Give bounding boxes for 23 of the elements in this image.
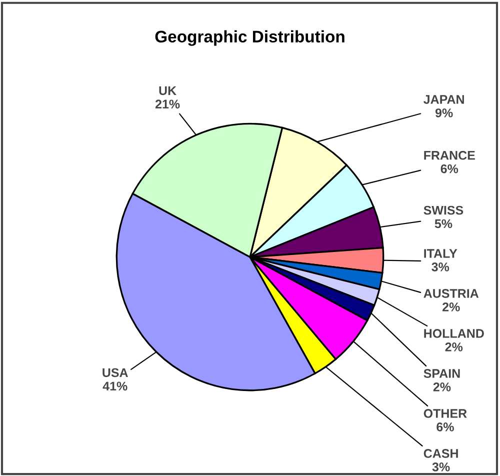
slice-label: ITALY: [424, 249, 458, 258]
slice-label: OTHER: [424, 409, 467, 418]
data-label: 5%: [434, 219, 452, 228]
data-label: 3%: [432, 462, 450, 472]
data-label: 6%: [436, 422, 454, 432]
slice-label: UK: [159, 86, 176, 96]
slice-label: USA: [102, 368, 128, 378]
slice-label: SPAIN: [424, 369, 460, 378]
data-label: 2%: [442, 302, 460, 312]
slice-label: JAPAN: [424, 95, 464, 104]
slice-label: FRANCE: [424, 150, 475, 160]
slice-label: AUSTRIA: [424, 289, 479, 298]
data-label: 41%: [102, 382, 128, 391]
data-label: 3%: [432, 262, 450, 272]
data-label: 2%: [445, 342, 463, 352]
data-label: 6%: [440, 164, 458, 174]
data-label: 2%: [433, 382, 451, 392]
data-label: 9%: [435, 108, 453, 118]
slice-label: SWISS: [424, 206, 464, 215]
slice-label: HOLLAND: [424, 329, 484, 338]
data-label: 21%: [155, 100, 180, 109]
slice-label: CASH: [424, 449, 458, 458]
chart-title: Geographic Distribution: [155, 30, 344, 46]
